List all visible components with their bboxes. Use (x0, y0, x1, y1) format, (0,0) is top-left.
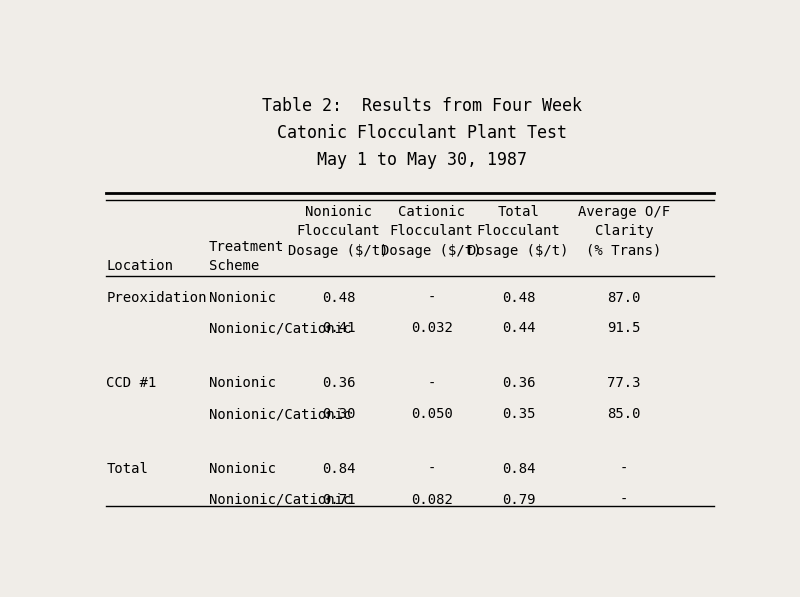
Text: 0.050: 0.050 (410, 407, 453, 421)
Text: Nonionic
Flocculant
Dosage ($/t): Nonionic Flocculant Dosage ($/t) (289, 205, 389, 258)
Text: Nonionic/Cationic: Nonionic/Cationic (209, 493, 351, 507)
Text: -: - (427, 377, 436, 390)
Text: Cationic
Flocculant
Dosage ($/t): Cationic Flocculant Dosage ($/t) (382, 205, 482, 258)
Text: Average O/F
Clarity
(% Trans): Average O/F Clarity (% Trans) (578, 205, 670, 258)
Text: Nonionic: Nonionic (209, 291, 275, 304)
Text: Preoxidation: Preoxidation (106, 291, 206, 304)
Text: 0.71: 0.71 (322, 493, 355, 507)
Text: -: - (620, 462, 628, 476)
Text: 0.84: 0.84 (322, 462, 355, 476)
Text: 0.082: 0.082 (410, 493, 453, 507)
Text: 0.48: 0.48 (502, 291, 535, 304)
Text: Total
Flocculant
Dosage ($/t): Total Flocculant Dosage ($/t) (468, 205, 569, 258)
Text: 0.48: 0.48 (322, 291, 355, 304)
Text: -: - (427, 462, 436, 476)
Text: 0.30: 0.30 (322, 407, 355, 421)
Text: Nonionic/Cationic: Nonionic/Cationic (209, 407, 351, 421)
Text: CCD #1: CCD #1 (106, 377, 157, 390)
Text: 0.79: 0.79 (502, 493, 535, 507)
Text: Nonionic: Nonionic (209, 462, 275, 476)
Text: 77.3: 77.3 (607, 377, 641, 390)
Text: Treatment
Scheme: Treatment Scheme (209, 240, 284, 273)
Text: 0.84: 0.84 (502, 462, 535, 476)
Text: -: - (620, 493, 628, 507)
Text: 0.36: 0.36 (322, 377, 355, 390)
Text: Nonionic: Nonionic (209, 377, 275, 390)
Text: Table 2:  Results from Four Week
Catonic Flocculant Plant Test
May 1 to May 30, : Table 2: Results from Four Week Catonic … (262, 97, 582, 169)
Text: 0.35: 0.35 (502, 407, 535, 421)
Text: 91.5: 91.5 (607, 321, 641, 336)
Text: 0.41: 0.41 (322, 321, 355, 336)
Text: 0.032: 0.032 (410, 321, 453, 336)
Text: Nonionic/Cationic: Nonionic/Cationic (209, 321, 351, 336)
Text: Location: Location (106, 260, 173, 273)
Text: 85.0: 85.0 (607, 407, 641, 421)
Text: 0.44: 0.44 (502, 321, 535, 336)
Text: -: - (427, 291, 436, 304)
Text: 0.36: 0.36 (502, 377, 535, 390)
Text: 87.0: 87.0 (607, 291, 641, 304)
Text: Total: Total (106, 462, 148, 476)
